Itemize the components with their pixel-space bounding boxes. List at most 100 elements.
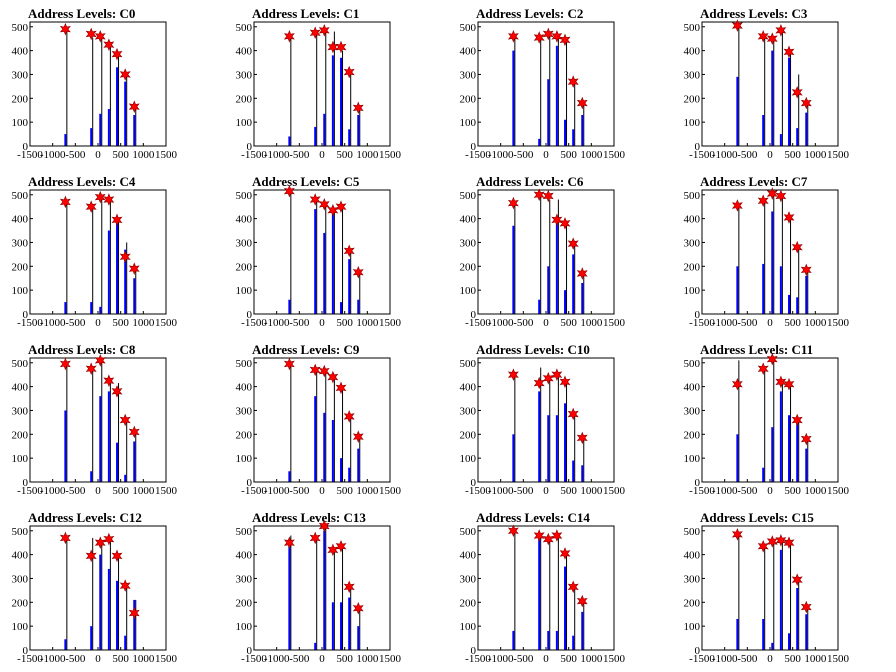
y-tick-label: 0 (471, 309, 477, 321)
peak-marker (318, 519, 330, 533)
subplot-c14: Address Levels: C14 0 100 200 300 400 500 -1500… (460, 510, 626, 665)
x-tick-label: -500 (289, 653, 310, 665)
blue-bar (314, 396, 317, 482)
x-tick-label: 500 (112, 149, 129, 161)
blue-bar (796, 588, 799, 650)
peak-marker (731, 19, 743, 32)
blue-bar (331, 420, 334, 482)
x-tick-label: -1000 (264, 485, 290, 497)
blue-bar (736, 76, 739, 146)
x-tick-label: 0 (95, 653, 101, 665)
x-tick-label: 0 (543, 149, 549, 161)
peak-marker (766, 352, 778, 366)
subplot-c12: Address Levels: C12 0 100 200 300 400 500 -1500… (12, 510, 178, 665)
peak-marker (309, 26, 321, 39)
x-tick-label: 1500 (379, 485, 402, 497)
x-tick-label: 1500 (603, 317, 626, 329)
y-tick-label: 200 (460, 597, 477, 609)
y-tick-label: 400 (12, 46, 29, 58)
y-tick-label: 200 (684, 261, 701, 273)
peak-marker (283, 536, 295, 550)
peak-marker (94, 536, 106, 550)
x-tick-label: -1000 (264, 653, 290, 665)
blue-bar (581, 611, 584, 650)
blue-bar (555, 415, 558, 482)
y-tick-label: 300 (684, 573, 701, 585)
blue-bar (357, 626, 360, 650)
blue-bar (512, 225, 515, 314)
y-tick-label: 0 (23, 477, 29, 489)
x-tick-label: 1000 (356, 485, 379, 497)
blue-bar (771, 642, 774, 650)
y-tick-label: 100 (236, 285, 253, 297)
blue-bar (572, 635, 575, 650)
peak-marker (533, 188, 545, 202)
subplot-title: Address Levels: C12 (28, 510, 142, 525)
blue-bar (779, 266, 782, 314)
y-tick-label: 0 (471, 141, 477, 153)
subplot-title: Address Levels: C11 (700, 342, 813, 357)
peak-marker (94, 29, 106, 43)
blue-bar (564, 566, 567, 650)
y-tick-label: 400 (684, 46, 701, 58)
y-tick-label: 200 (236, 93, 253, 105)
blue-bar (796, 128, 799, 146)
peak-marker (335, 540, 347, 553)
blue-bar (90, 128, 93, 146)
blue-bar (538, 391, 541, 482)
blue-bar (107, 568, 110, 650)
y-tick-label: 500 (236, 358, 253, 370)
x-tick-label: -500 (737, 653, 758, 665)
axes-frame (477, 21, 615, 147)
y-tick-label: 200 (12, 261, 29, 273)
blue-bar (64, 302, 67, 314)
y-tick-label: 400 (684, 382, 701, 394)
subplot-c6: Address Levels: C60100200300400500-1500-… (460, 174, 626, 329)
x-tick-label: -500 (289, 485, 310, 497)
peak-marker (533, 529, 545, 542)
blue-bar (348, 597, 351, 650)
y-tick-label: 500 (236, 526, 253, 538)
x-tick-label: -500 (513, 485, 534, 497)
x-tick-label: -1000 (40, 485, 66, 497)
peak-marker (551, 368, 563, 382)
peak-marker (343, 580, 355, 594)
x-tick-label: 1500 (603, 149, 626, 161)
peak-marker (533, 376, 545, 390)
blue-bar (512, 434, 515, 482)
blue-bar (288, 136, 291, 146)
peak-marker (103, 193, 115, 206)
x-tick-label: 0 (543, 653, 549, 665)
y-tick-label: 500 (12, 358, 29, 370)
axes-frame (477, 189, 615, 315)
x-tick-label: 500 (336, 149, 353, 161)
x-tick-label: 500 (560, 653, 577, 665)
peak-marker (800, 263, 812, 277)
x-tick-label: 500 (784, 653, 801, 665)
blue-bar (538, 138, 541, 146)
peak-marker (576, 96, 588, 110)
blue-bar (90, 626, 93, 650)
blue-bar (348, 467, 351, 482)
x-tick-label: -1500 (465, 149, 491, 161)
x-tick-label: -500 (513, 653, 534, 665)
blue-bar (64, 639, 67, 650)
y-tick-label: 500 (684, 22, 701, 34)
x-tick-label: -500 (65, 149, 86, 161)
blue-bar (762, 263, 765, 314)
peak-marker (507, 368, 519, 382)
subplot-title: Address Levels: C6 (476, 174, 584, 189)
y-tick-label: 100 (12, 117, 29, 129)
y-tick-label: 400 (684, 214, 701, 226)
y-tick-label: 300 (460, 405, 477, 417)
peak-marker (567, 407, 579, 421)
peak-marker (128, 425, 140, 439)
x-tick-label: 1500 (155, 653, 178, 665)
y-tick-label: 300 (684, 237, 701, 249)
peak-marker (111, 213, 123, 227)
blue-bar (99, 113, 102, 146)
peak-marker (327, 40, 339, 54)
x-tick-label: 500 (336, 485, 353, 497)
blue-bar (331, 55, 334, 147)
peak-marker (791, 413, 803, 427)
